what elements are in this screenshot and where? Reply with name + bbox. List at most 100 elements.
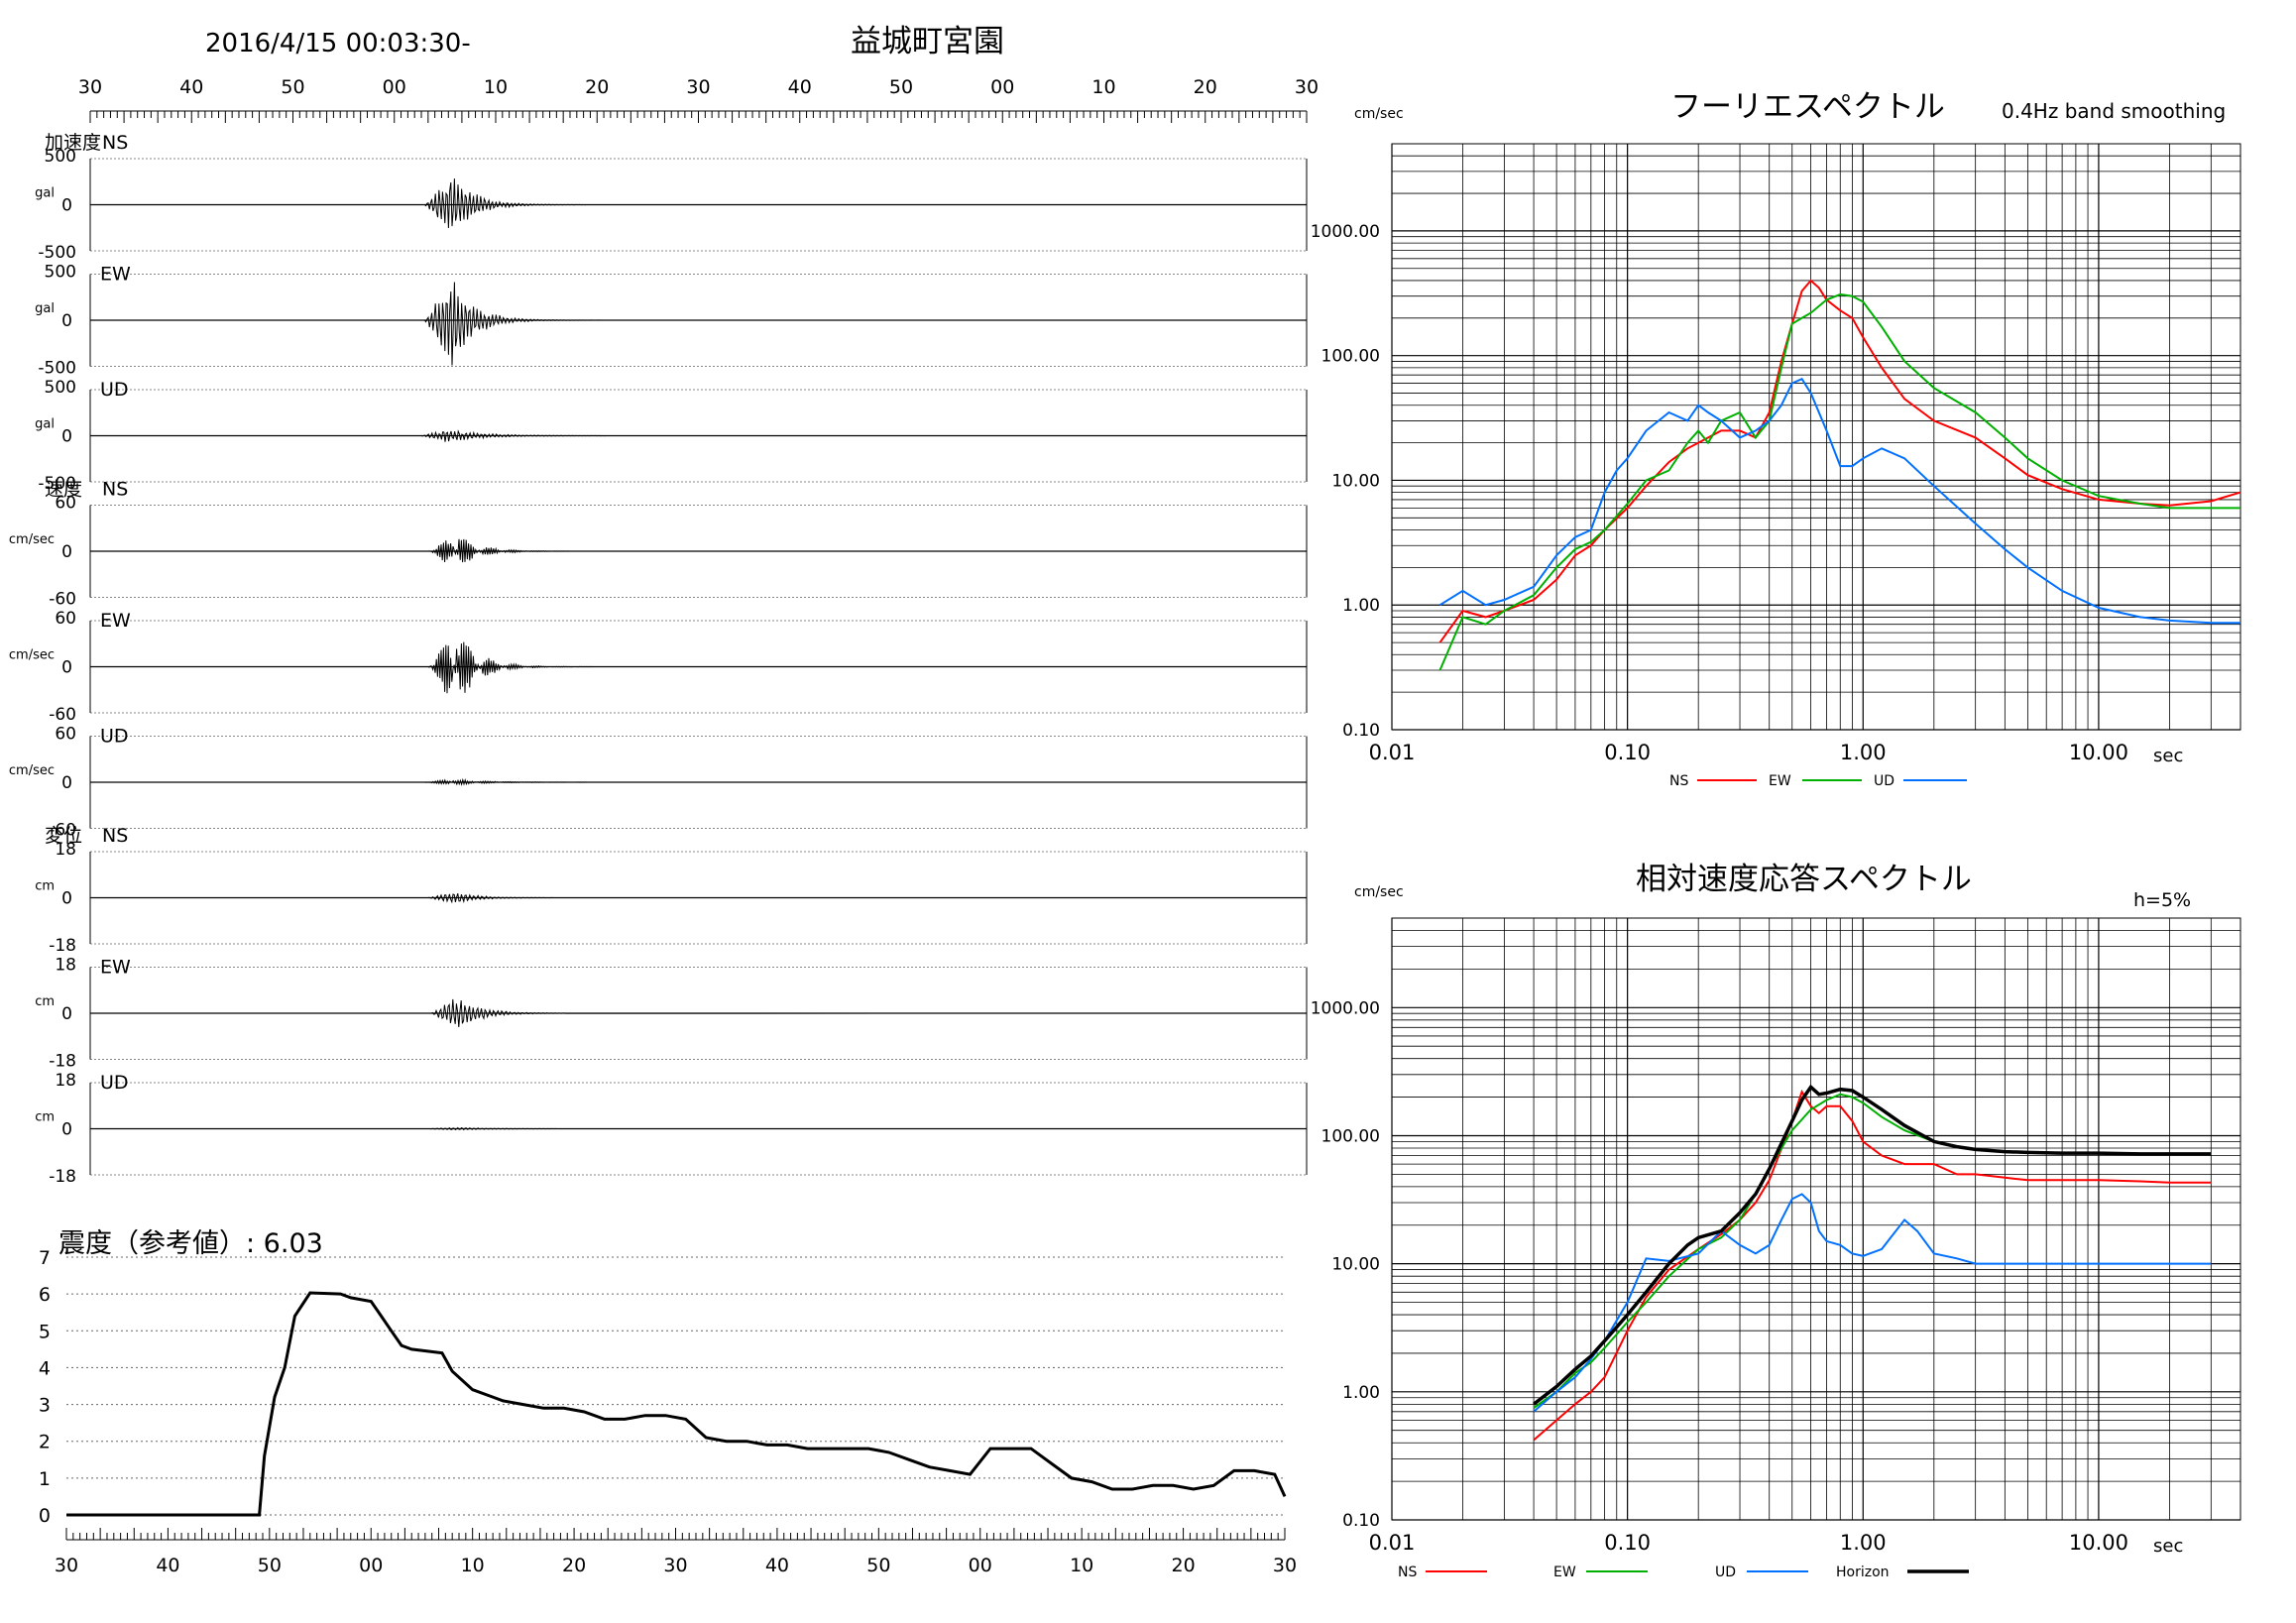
- y-tick-label: 100.00: [1321, 347, 1380, 367]
- top-time-tick-label: 50: [281, 76, 304, 98]
- waveform-trace: [90, 777, 1307, 787]
- waveform-panel: 500 0 -500 gal 加速度 NS: [35, 132, 1308, 263]
- series-line-ew: [1438, 292, 2240, 671]
- y-max-label: 500: [45, 263, 76, 283]
- y-zero-label: 0: [61, 196, 72, 216]
- waveform-panel: 500 0 -500 gal UD: [35, 378, 1308, 494]
- bottom-time-tick-label: 10: [1070, 1555, 1093, 1576]
- unit-label: cm: [35, 994, 55, 1009]
- component-label: UD: [100, 726, 129, 748]
- series-line-horizon: [1533, 1084, 2212, 1406]
- legend-label-ud: UD: [1715, 1565, 1736, 1580]
- waveform-trace: [90, 998, 1308, 1027]
- top-time-tick-label: 30: [1295, 76, 1319, 98]
- waveform-trace: [90, 538, 1307, 563]
- legend-label-ew: EW: [1769, 773, 1791, 789]
- bottom-time-tick-label: 20: [562, 1555, 586, 1576]
- intensity-title: 震度（参考値）: 6.03: [58, 1228, 323, 1259]
- x-tick-label: 10.00: [2069, 741, 2128, 764]
- top-time-tick-label: 20: [585, 76, 609, 98]
- legend-label-ew: EW: [1553, 1565, 1576, 1580]
- y-zero-label: 0: [61, 1120, 72, 1140]
- legend-label-horizon: Horizon: [1836, 1565, 1890, 1580]
- waveform-panel: 18 0 -18 cm EW: [35, 956, 1308, 1072]
- group-label: 変位: [45, 825, 82, 847]
- y-max-label: 18: [55, 1071, 76, 1091]
- unit-label: cm: [35, 879, 55, 894]
- y-zero-label: 0: [61, 773, 72, 793]
- x-tick-label: 1.00: [1840, 1531, 1887, 1555]
- fourier-subtitle: 0.4Hz band smoothing: [2002, 99, 2226, 123]
- datetime-label: 2016/4/15 00:03:30-: [205, 29, 471, 58]
- component-label: UD: [100, 379, 129, 401]
- y-zero-label: 0: [61, 427, 72, 447]
- intensity-y-tick-label: 4: [39, 1357, 51, 1379]
- y-zero-label: 0: [61, 542, 72, 562]
- legend-label-ns: NS: [1398, 1565, 1417, 1580]
- waveform-trace: [90, 282, 1307, 366]
- bottom-time-tick-label: 30: [663, 1555, 687, 1576]
- series-line-ns: [1533, 1089, 2212, 1442]
- y-max-label: 500: [45, 147, 76, 167]
- x-tick-label: 0.01: [1369, 741, 1416, 764]
- component-label: UD: [100, 1072, 129, 1094]
- y-max-label: 18: [55, 956, 76, 976]
- response-y-unit: cm/sec: [1354, 884, 1404, 900]
- bottom-time-tick-label: 20: [1171, 1555, 1195, 1576]
- unit-label: cm/sec: [9, 763, 55, 778]
- response-damping: h=5%: [2133, 889, 2191, 911]
- response-spectrum-chart: 相対速度応答スペクトル h=5% cm/sec sec 0.10 1.00 10.0…: [1311, 862, 2241, 1580]
- y-tick-label: 1.00: [1342, 1383, 1380, 1403]
- waveform-trace: [90, 429, 1307, 442]
- x-tick-label: 10.00: [2069, 1531, 2128, 1555]
- component-label: NS: [102, 825, 128, 847]
- y-max-label: 60: [55, 494, 76, 514]
- bottom-time-tick-label: 50: [258, 1555, 282, 1576]
- fourier-spectrum-chart: フーリエスペクトル 0.4Hz band smoothing cm/sec se…: [1311, 89, 2241, 789]
- response-x-unit: sec: [2153, 1536, 2183, 1557]
- series-line-ud: [1533, 1193, 2212, 1413]
- top-time-tick-label: 40: [788, 76, 812, 98]
- bottom-time-tick-label: 00: [969, 1555, 992, 1576]
- intensity-y-tick-label: 7: [39, 1247, 51, 1269]
- top-time-tick-label: 00: [383, 76, 406, 98]
- y-min-label: -500: [38, 243, 76, 263]
- intensity-y-tick-label: 6: [39, 1284, 51, 1306]
- intensity-y-tick-label: 3: [39, 1395, 51, 1417]
- y-tick-label: 1000.00: [1311, 222, 1380, 242]
- x-tick-label: 0.10: [1604, 741, 1651, 764]
- waveform-panel: 18 0 -18 cm UD: [35, 1071, 1308, 1187]
- y-tick-label: 10.00: [1331, 471, 1380, 491]
- y-tick-label: 10.00: [1331, 1255, 1380, 1275]
- intensity-y-tick-label: 1: [39, 1468, 51, 1490]
- component-label: EW: [100, 957, 131, 979]
- bottom-time-tick-label: 40: [765, 1555, 789, 1576]
- y-zero-label: 0: [61, 311, 72, 331]
- intensity-line: [66, 1291, 1287, 1517]
- waveform-trace: [90, 178, 1307, 229]
- top-time-tick-label: 00: [990, 76, 1014, 98]
- y-min-label: -18: [49, 936, 76, 956]
- x-tick-label: 1.00: [1840, 741, 1887, 764]
- waveform-panels: 30 40 50 00 10 20 30 40 50 00 10 20 305000-500gal加速度…: [9, 76, 1319, 1187]
- unit-label: gal: [35, 301, 55, 316]
- y-zero-label: 0: [61, 658, 72, 678]
- top-time-tick-label: 30: [78, 76, 102, 98]
- y-tick-label: 0.10: [1342, 1511, 1380, 1531]
- top-time-tick-label: 40: [179, 76, 203, 98]
- fourier-x-unit: sec: [2153, 746, 2183, 766]
- y-max-label: 60: [55, 725, 76, 745]
- y-min-label: -60: [49, 590, 76, 610]
- y-tick-label: 1000.00: [1311, 998, 1380, 1018]
- y-max-label: 18: [55, 840, 76, 860]
- bottom-time-tick-label: 30: [55, 1555, 78, 1576]
- y-max-label: 500: [45, 378, 76, 398]
- waveform-panel: 60 0 -60 cm/sec UD: [9, 725, 1308, 841]
- top-time-tick-label: 50: [889, 76, 913, 98]
- unit-label: cm/sec: [9, 532, 55, 547]
- unit-label: cm: [35, 1110, 55, 1125]
- top-time-tick-label: 10: [1091, 76, 1115, 98]
- y-tick-label: 0.10: [1342, 721, 1380, 741]
- waveform-trace: [90, 893, 1307, 904]
- x-tick-label: 0.10: [1604, 1531, 1651, 1555]
